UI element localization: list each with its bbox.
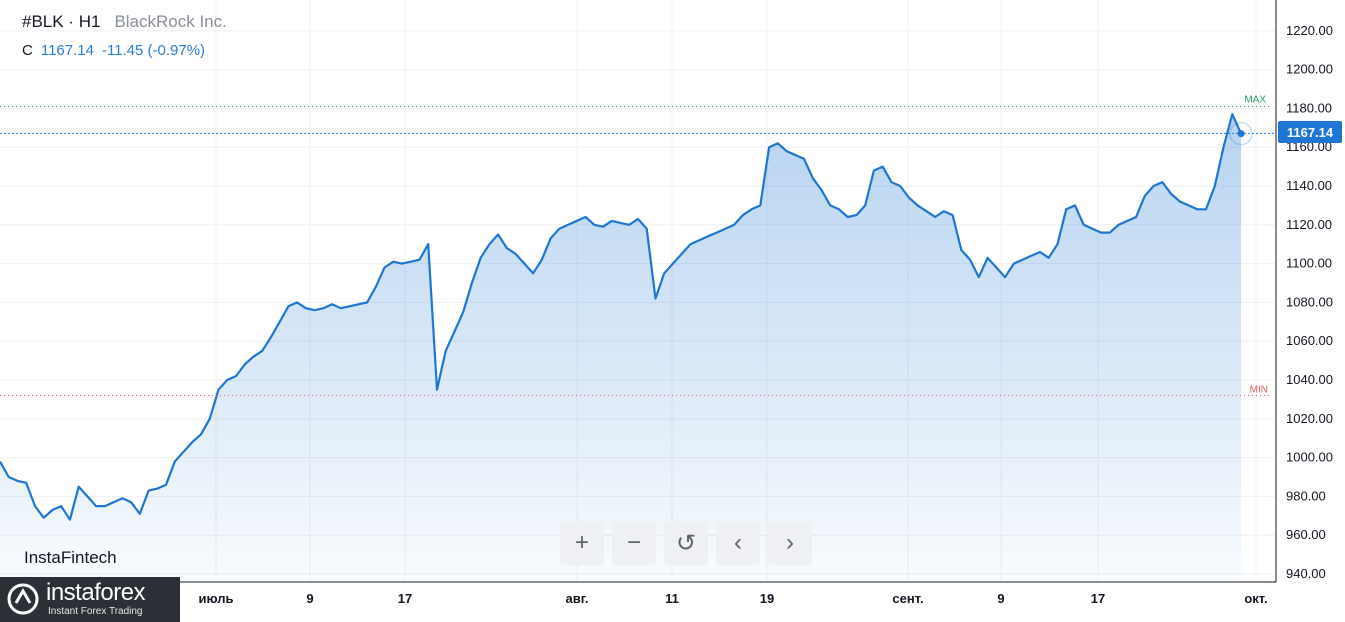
x-tick-label: авг.	[566, 591, 589, 606]
x-tick-label: июль	[198, 591, 233, 606]
y-tick-label: 1220.00	[1286, 23, 1333, 38]
price-line	[0, 113, 1243, 521]
logo-icon	[7, 583, 39, 615]
close-value: 1167.14	[40, 42, 94, 59]
zoom-out-button[interactable]: −	[612, 521, 656, 565]
y-tick-label: 1200.00	[1286, 62, 1333, 77]
reset-icon: ↺	[675, 529, 697, 557]
logo-name: instaforex	[46, 579, 146, 606]
area-fill	[0, 114, 1241, 580]
quote-line: C 1167.14 -11.45 (-0.97%)	[22, 42, 205, 59]
y-tick-label: 1060.00	[1286, 333, 1333, 348]
change-value: -11.45 (-0.97%)	[101, 42, 206, 59]
chevron-right-icon: ›	[786, 529, 794, 556]
y-tick-label: 1040.00	[1286, 372, 1333, 387]
instaforex-logo: instaforex Instant Forex Trading	[0, 577, 180, 622]
symbol-label: #BLK · H1	[22, 12, 101, 31]
y-tick-label: 960.00	[1286, 527, 1326, 542]
y-tick-label: 1080.00	[1286, 294, 1333, 309]
y-tick-label: 980.00	[1286, 488, 1326, 503]
plus-icon: +	[574, 529, 589, 556]
scroll-right-button[interactable]: ›	[768, 521, 812, 565]
zoom-in-button[interactable]: +	[560, 521, 604, 565]
reset-button[interactable]: ↺	[664, 521, 708, 565]
x-tick-label: 9	[997, 591, 1004, 606]
chart-controls: + − ↺ ‹ ›	[560, 521, 812, 565]
y-tick-label: 1140.00	[1286, 178, 1332, 193]
y-tick-label: 1120.00	[1286, 217, 1332, 232]
minus-icon: −	[626, 529, 641, 556]
y-tick-label: 940.00	[1286, 566, 1326, 581]
x-tick-label: окт.	[1244, 591, 1267, 606]
chart-header: #BLK · H1 BlackRock Inc.	[22, 12, 227, 32]
close-label: C	[22, 42, 33, 59]
max-label: MAX	[1244, 94, 1266, 105]
last-point	[1237, 130, 1245, 138]
x-tick-label: 17	[1091, 591, 1105, 606]
current-price-tag: 1167.14	[1278, 121, 1342, 143]
x-tick-label: 19	[760, 591, 774, 606]
min-label: MIN	[1250, 385, 1268, 396]
chevron-left-icon: ‹	[734, 529, 742, 556]
y-tick-label: 1100.00	[1286, 256, 1332, 271]
scroll-left-button[interactable]: ‹	[716, 521, 760, 565]
company-name: BlackRock Inc.	[114, 12, 227, 31]
y-tick-label: 1020.00	[1286, 411, 1333, 426]
y-tick-label: 1000.00	[1286, 450, 1333, 465]
x-tick-label: 9	[306, 591, 313, 606]
logo-tagline: Instant Forex Trading	[48, 606, 143, 617]
x-tick-label: сент.	[892, 591, 923, 606]
last-point-halo	[1229, 121, 1253, 146]
x-tick-label: 17	[398, 591, 412, 606]
x-tick-label: 11	[665, 591, 679, 606]
watermark: InstaFintech	[24, 548, 117, 567]
y-tick-label: 1180.00	[1286, 100, 1332, 115]
